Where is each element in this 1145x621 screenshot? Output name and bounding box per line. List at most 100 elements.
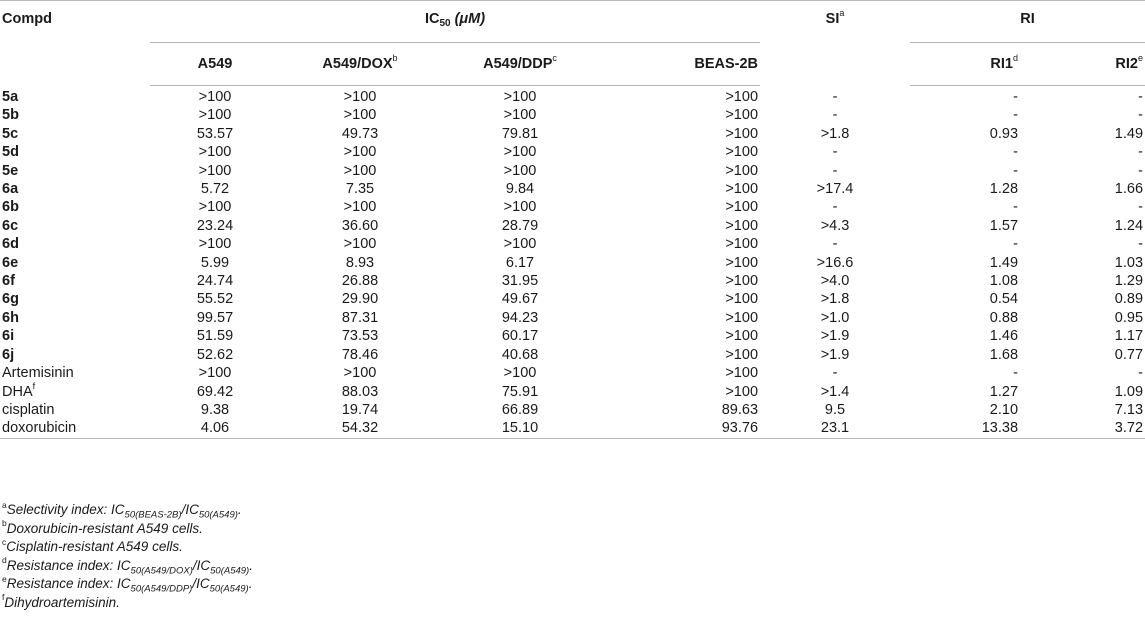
compound-name: 6d bbox=[2, 236, 19, 253]
cell-a549-ddp: >100 bbox=[503, 365, 537, 382]
cell-a549-dox: 19.74 bbox=[341, 401, 379, 418]
cell-beas-2b: >100 bbox=[725, 89, 759, 105]
cell-si: - bbox=[832, 107, 838, 124]
cell-a549-dox: 26.88 bbox=[341, 273, 379, 290]
cell-ri1: 0.54 bbox=[989, 291, 1019, 308]
cell-a549: 4.06 bbox=[150, 419, 280, 439]
cell-ri1: 1.28 bbox=[989, 181, 1019, 198]
cell-a549-ddp: 79.81 bbox=[501, 125, 539, 142]
cell-a549: 69.42 bbox=[196, 383, 234, 400]
column-header-label: A549 bbox=[197, 56, 233, 72]
cell-beas-2b: >100 bbox=[725, 125, 759, 142]
table-row: cisplatin 9.38 19.74 66.89 89.63 9.5 2.10 7.13 bbox=[0, 401, 1145, 419]
cell-si: >1.9 bbox=[820, 346, 850, 363]
footnote-text: /IC bbox=[192, 576, 210, 592]
compound-name: 6h bbox=[2, 309, 19, 326]
cell-a549-ddp: 75.91 bbox=[501, 383, 539, 400]
cell-compound: Artemisinin bbox=[0, 364, 150, 382]
compound-name: 6g bbox=[2, 291, 19, 308]
ic50-prefix: IC bbox=[424, 11, 440, 27]
table-row: 6j 52.62 78.46 40.68 >100 >1.9 1.68 0.77 bbox=[0, 346, 1145, 364]
table-row: 6b >100 >100 >100 >100 - - - bbox=[0, 198, 1145, 216]
column-header-label: BEAS-2B bbox=[694, 56, 759, 72]
cell-si: - bbox=[832, 88, 838, 105]
cell-ri1: 2.10 bbox=[989, 401, 1019, 418]
cell-beas-2b: >100 bbox=[725, 254, 759, 271]
cell-a549-dox: 49.73 bbox=[341, 125, 379, 142]
cell-beas-2b: >100 bbox=[725, 328, 759, 345]
table-row: 5c 53.57 49.73 79.81 >100 >1.8 0.93 1.49 bbox=[0, 125, 1145, 143]
compound-name: 5a bbox=[2, 88, 19, 105]
header-beas-2b: BEAS-2B bbox=[600, 42, 761, 86]
footnote-mark: c bbox=[2, 536, 7, 547]
cell-ri1: - bbox=[1013, 89, 1019, 105]
header-a549-ddp: A549/DDPc bbox=[440, 42, 600, 86]
cell-ri1: 1.57 bbox=[989, 217, 1019, 234]
cell-si: - bbox=[832, 236, 838, 253]
footnote-mark: f bbox=[2, 592, 5, 603]
header-row-2: A549 A549/DOXb A549/DDPc BEAS-2B RI1d RI2e bbox=[0, 42, 1145, 86]
footnote-subscript: 50(A549) bbox=[210, 565, 250, 577]
footnote-mark: f bbox=[32, 380, 36, 391]
cell-compound: 5a bbox=[0, 86, 150, 107]
cell-a549: >100 bbox=[198, 365, 232, 382]
compound-name: 5b bbox=[2, 107, 19, 124]
table-body: 5a >100 >100 >100 >100- - -5b >100 >100 >100 >100-… bbox=[0, 86, 1145, 439]
footnote-text: . bbox=[249, 557, 253, 573]
footnote: eResistance index: IC50(A549/DDP)/IC50(A… bbox=[2, 573, 253, 595]
cell-compound: 6g bbox=[0, 290, 150, 308]
cell-a549: 99.57 bbox=[196, 309, 234, 326]
header-ri1: RI1d bbox=[910, 42, 1021, 86]
cell-si: - bbox=[832, 162, 838, 179]
cell-a549-dox: 78.46 bbox=[341, 346, 379, 363]
header-row-1: Compd IC50 (μM) SIa RI bbox=[0, 0, 1145, 86]
cell-si: >1.8 bbox=[820, 125, 850, 142]
footnote-mark: b bbox=[392, 53, 398, 64]
cell-a549-ddp: >100 bbox=[503, 199, 537, 216]
cell-ri1: 1.46 bbox=[989, 328, 1019, 345]
cell-a549: >100 bbox=[198, 89, 232, 105]
compound-name: 6j bbox=[2, 346, 15, 363]
column-header-label: RI1 bbox=[990, 56, 1013, 72]
cell-a549-ddp: >100 bbox=[503, 107, 537, 124]
cell-a549-ddp: 6.17 bbox=[505, 254, 535, 271]
cell-ri1: 1.49 bbox=[989, 254, 1019, 271]
cell-a549-dox: 8.93 bbox=[345, 254, 375, 271]
cell-a549-ddp: >100 bbox=[503, 162, 537, 179]
cell-ri2: - bbox=[1138, 236, 1144, 253]
table-row: 6g 55.52 29.90 49.67 >100 >1.8 0.54 0.89 bbox=[0, 290, 1145, 308]
column-header-label: A549/DOX bbox=[322, 56, 393, 72]
cell-a549: >100 bbox=[198, 144, 232, 161]
cell-si: >1.9 bbox=[820, 328, 850, 345]
footnote-text: /IC bbox=[181, 502, 199, 517]
cell-compound: doxorubicin bbox=[0, 419, 150, 439]
cell-ri1: - bbox=[1013, 365, 1019, 382]
cell-a549-ddp: 49.67 bbox=[501, 291, 539, 308]
cell-ri1: 13.38 bbox=[910, 419, 1021, 439]
cell-a549: 24.74 bbox=[196, 273, 234, 290]
column-header-label: RI2 bbox=[1115, 56, 1138, 72]
cell-ri2: - bbox=[1138, 144, 1144, 161]
cell-a549: >100 bbox=[198, 162, 232, 179]
cell-ri2: 1.29 bbox=[1114, 273, 1144, 290]
cell-compound: 5d bbox=[0, 143, 150, 161]
cell-beas-2b: >100 bbox=[725, 365, 759, 382]
cell-ri1: 0.88 bbox=[989, 309, 1019, 326]
cell-si: >17.4 bbox=[816, 181, 854, 198]
footnote-text: Dihydroartemisinin. bbox=[4, 594, 120, 610]
footnote-mark: d bbox=[1013, 53, 1019, 64]
cell-si: >1.0 bbox=[820, 309, 850, 326]
header-a549-dox: A549/DOXb bbox=[280, 42, 440, 86]
footnote-mark: e bbox=[2, 573, 7, 584]
cell-a549: 23.24 bbox=[196, 217, 234, 234]
cell-a549: 5.72 bbox=[200, 181, 230, 198]
cell-si: >4.3 bbox=[820, 217, 850, 234]
cell-beas-2b: 89.63 bbox=[721, 401, 759, 418]
header-ri2: RI2e bbox=[1020, 42, 1145, 86]
cell-beas-2b: >100 bbox=[725, 291, 759, 308]
compound-name: DHA bbox=[2, 383, 33, 400]
table-row: 5e >100 >100 >100 >100 - - - bbox=[0, 162, 1145, 180]
cell-ri1: 1.27 bbox=[989, 383, 1019, 400]
cell-a549-dox: >100 bbox=[343, 89, 377, 105]
